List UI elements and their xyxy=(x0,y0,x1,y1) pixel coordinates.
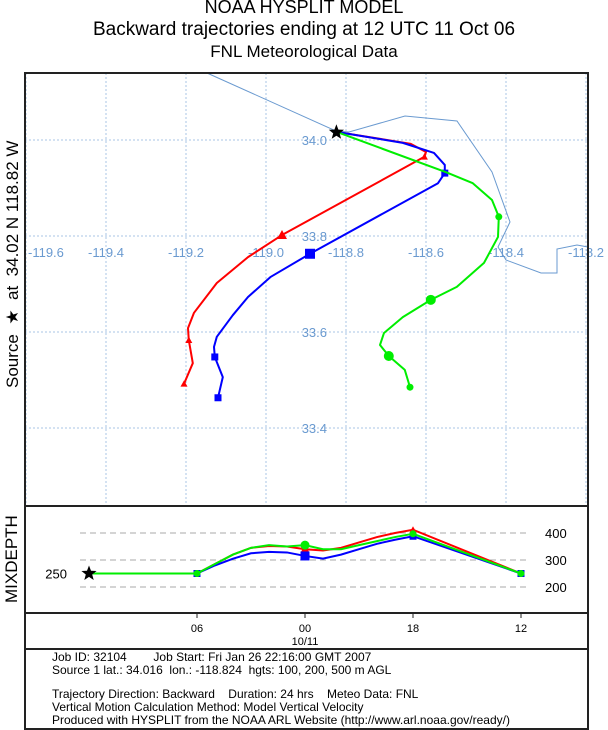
triangle-marker xyxy=(180,380,188,387)
circle-marker xyxy=(517,570,525,577)
info-job: Job ID: 32104 Job Start: Fri Jan 26 22:1… xyxy=(52,650,372,664)
circle-marker xyxy=(495,213,503,221)
lon-label: -118.6 xyxy=(408,245,444,260)
info-direction: Trajectory Direction: Backward Duration:… xyxy=(52,687,419,701)
circle-marker xyxy=(425,294,436,305)
map-labels: -119.6 -119.4 -119.2 -119.0 -118.8 -118.6 -118… xyxy=(28,133,604,436)
lon-label: -119.4 xyxy=(88,245,124,260)
square-marker xyxy=(211,353,219,361)
circle-marker xyxy=(383,351,394,361)
triangle-marker xyxy=(420,153,428,160)
plot-title: Backward trajectories ending at 12 UTC 1… xyxy=(92,19,516,40)
mixdepth-y-tick: 200 xyxy=(545,580,567,595)
time-tick-label: 12 xyxy=(515,623,527,635)
mixdepth-series xyxy=(89,532,525,577)
mixdepth-panel: 400 300 200 250 06 00 18 12 10/11 xyxy=(45,526,566,648)
time-tick-label: 18 xyxy=(407,623,419,635)
square-marker xyxy=(300,551,310,561)
mixdepth-y-tick: 400 xyxy=(545,526,567,541)
trajectory-100m xyxy=(180,130,428,387)
lat-label: 33.4 xyxy=(302,421,327,436)
square-marker xyxy=(214,394,222,402)
date-label: 10/11 xyxy=(292,636,319,648)
trajectory-500m xyxy=(336,130,503,391)
lon-label: -118.4 xyxy=(488,245,524,260)
trajectories xyxy=(180,124,503,402)
lon-label: -119.2 xyxy=(168,245,204,260)
triangle-marker xyxy=(277,230,287,240)
coastline xyxy=(206,72,589,274)
info-frame xyxy=(24,648,589,730)
info-source: Source 1 lat.: 34.016 lon.: -118.824 hgt… xyxy=(52,663,392,677)
mixdepth-series xyxy=(89,530,525,577)
circle-marker xyxy=(300,540,310,550)
time-tick-label: 00 xyxy=(299,623,311,635)
lon-label: -119.0 xyxy=(248,245,284,260)
source-star-icon xyxy=(81,565,97,580)
trajectory-200m xyxy=(211,130,449,402)
square-marker xyxy=(305,248,315,259)
meteo-subtitle: FNL Meteorological Data xyxy=(210,42,398,61)
mixdepth-start-label: 250 xyxy=(45,567,67,582)
mixdepth-y-tick: 300 xyxy=(545,553,567,568)
lon-label: -119.6 xyxy=(28,245,64,260)
lon-label: -118.8 xyxy=(328,245,364,260)
circle-marker xyxy=(193,570,201,577)
circle-marker xyxy=(406,383,414,391)
source-star-icon xyxy=(328,124,344,139)
circle-marker xyxy=(409,530,417,538)
lat-label: 33.8 xyxy=(302,229,327,244)
info-produced: Produced with HYSPLIT from the NOAA ARL … xyxy=(52,713,510,727)
lat-label: 33.6 xyxy=(302,325,327,340)
square-marker xyxy=(441,169,449,177)
time-tick-label: 06 xyxy=(191,623,203,635)
lat-label: 34.0 xyxy=(302,133,327,148)
triangle-marker xyxy=(185,336,193,343)
trajectory-line xyxy=(213,130,446,398)
lon-label: -118.2 xyxy=(568,245,604,260)
model-title: NOAA HYSPLIT MODEL xyxy=(204,0,404,17)
trajectory-line xyxy=(183,130,427,385)
info-vertical-motion: Vertical Motion Calculation Method: Mode… xyxy=(52,700,364,714)
